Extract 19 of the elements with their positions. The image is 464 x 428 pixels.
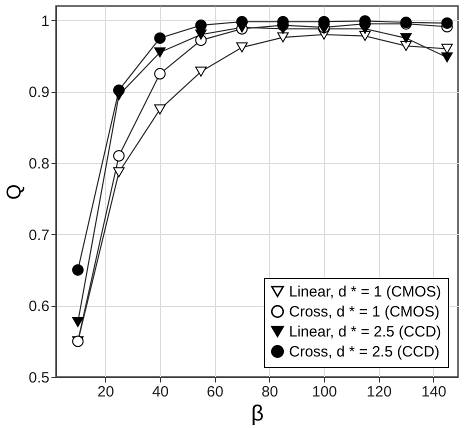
y-tick-label: 0.7 — [28, 226, 50, 244]
x-tick-label: 80 — [261, 384, 278, 400]
legend-label: Cross, d * = 1 (CMOS) — [289, 304, 440, 320]
x-tick-label: 140 — [421, 384, 446, 400]
x-tick-label: 120 — [366, 384, 392, 400]
x-tick-label: 40 — [152, 384, 169, 400]
legend-label: Linear, d * = 2.5 (CCD) — [289, 324, 442, 340]
y-tick-label: 0.5 — [28, 370, 50, 386]
x-tick-label: 20 — [97, 384, 114, 400]
y-tick-label: 0.6 — [28, 298, 50, 316]
y-tick-label: 0.9 — [28, 84, 50, 102]
x-axis-title: β — [251, 400, 264, 426]
x-tick-label: 100 — [312, 384, 338, 400]
legend-label: Linear, d * = 1 (CMOS) — [289, 284, 442, 300]
x-tick-label: 60 — [206, 384, 224, 400]
y-tick-label: 0.8 — [28, 155, 50, 172]
y-tick-label: 1 — [41, 12, 50, 30]
y-axis-title: Q — [4, 184, 26, 200]
legend-label: Cross, d * = 2.5 (CCD) — [289, 344, 440, 360]
